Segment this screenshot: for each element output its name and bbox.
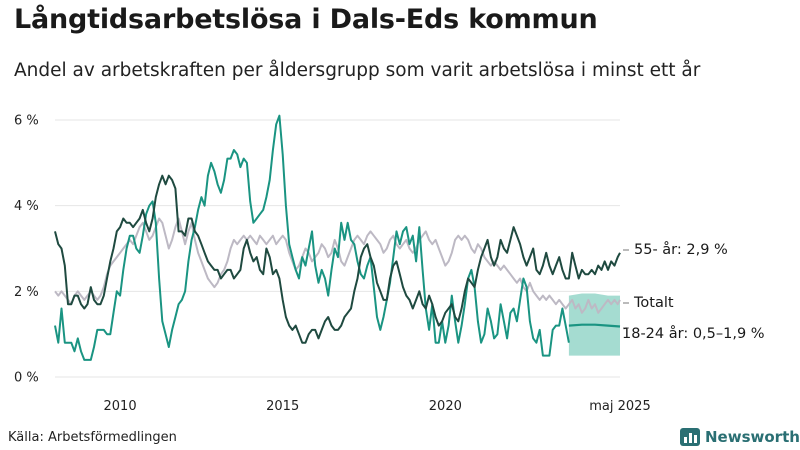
newsworthy-logo: Newsworthy (680, 428, 800, 446)
y-tick-label: 4 % (14, 199, 39, 214)
y-tick-label: 6 % (14, 114, 39, 129)
x-tick-label: 2010 (104, 399, 137, 414)
series-label-age55: 55- år: 2,9 % (634, 241, 728, 258)
x-tick-label: 2015 (266, 399, 299, 414)
x-tick-label: 2020 (429, 399, 462, 414)
series-line-age1824_estimate (568, 323, 621, 328)
x-tick-label: maj 2025 (589, 399, 650, 414)
chart-bars-icon (680, 428, 700, 446)
series-line-age55 (54, 174, 621, 344)
page-subtitle: Andel av arbetskraften per åldersgrupp s… (14, 60, 701, 81)
series-line-age1824 (54, 114, 570, 361)
series-label-age1824: 18-24 år: 0,5–1,9 % (622, 325, 765, 342)
y-tick-label: 2 % (14, 285, 39, 300)
brand-name: Newsworthy (705, 428, 800, 446)
series-label-total: Totalt (633, 295, 674, 311)
y-tick-label: 0 % (14, 371, 39, 386)
source-note: Källa: Arbetsförmedlingen (8, 430, 177, 445)
page-title: Långtidsarbetslösa i Dals-Eds kommun (14, 4, 598, 35)
